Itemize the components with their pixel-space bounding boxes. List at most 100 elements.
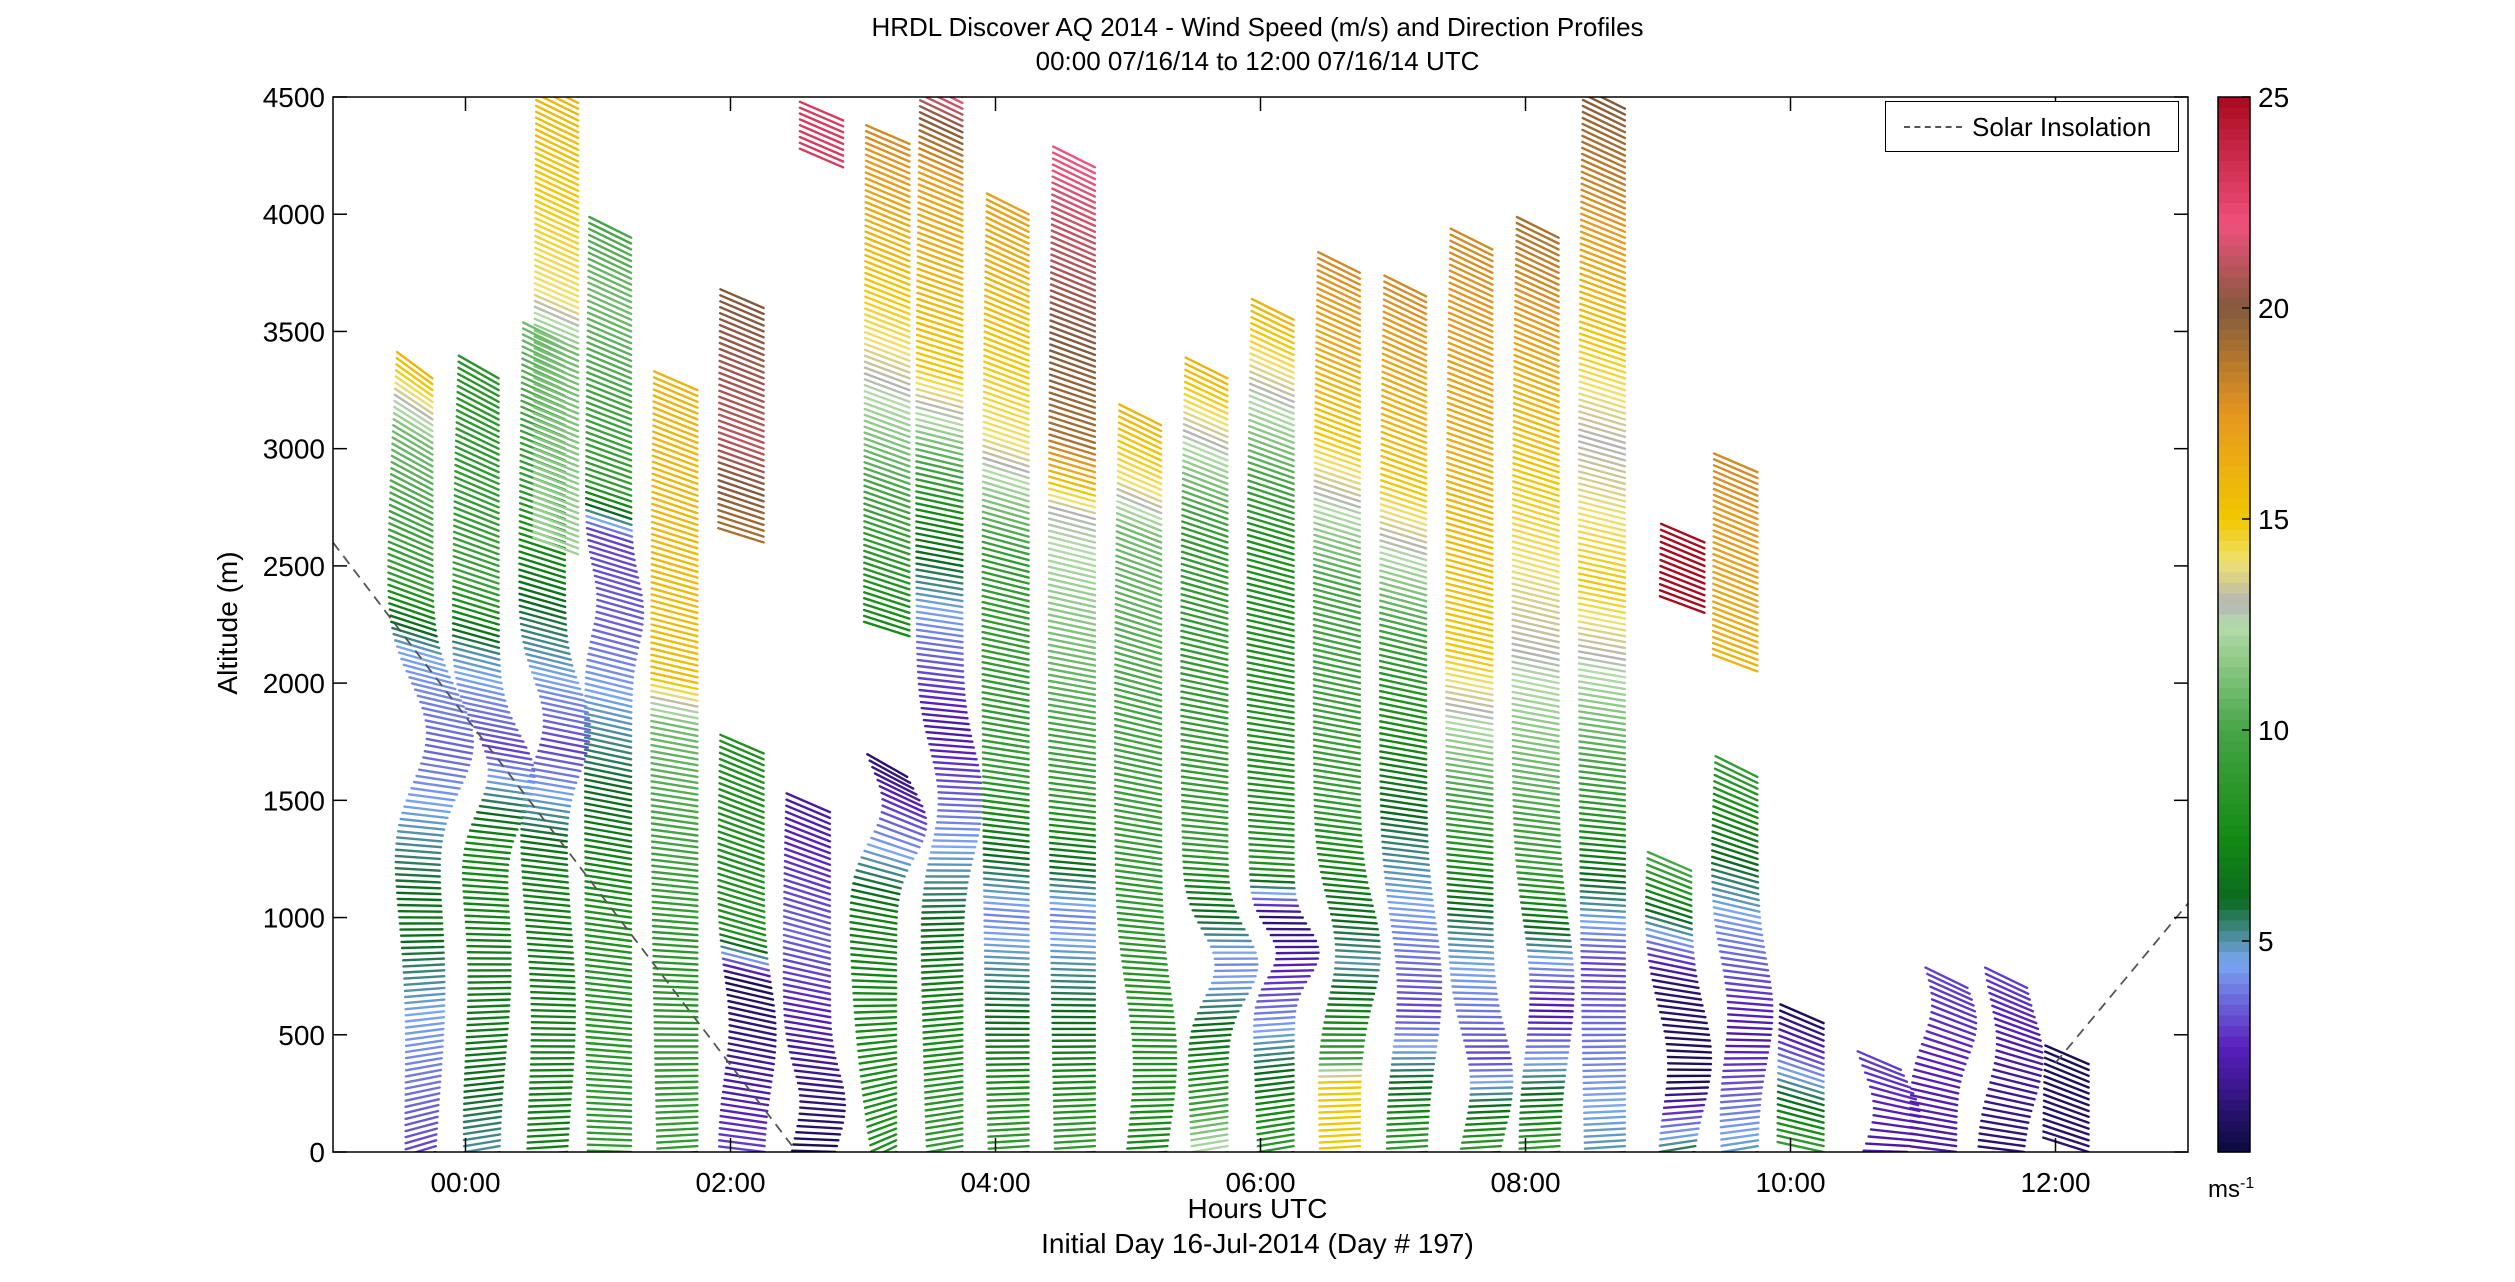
colorbar-segment xyxy=(2218,888,2250,900)
wind-barb xyxy=(2043,1050,2090,1072)
wind-barb xyxy=(1719,1127,1760,1135)
wind-barb xyxy=(1514,269,1560,292)
wind-barb xyxy=(923,1074,964,1082)
wind-barb xyxy=(1712,786,1759,808)
wind-barb xyxy=(1383,864,1431,872)
wind-barb xyxy=(920,922,965,926)
wind-barb xyxy=(783,1014,832,1025)
wind-barb xyxy=(462,1139,502,1148)
wind-barb xyxy=(1189,1115,1229,1124)
wind-barb xyxy=(1313,804,1362,814)
wind-barb xyxy=(863,549,911,568)
wind-barb xyxy=(864,248,911,269)
wind-barb xyxy=(1513,829,1561,837)
wind-barb xyxy=(915,417,964,433)
wind-barb xyxy=(1511,660,1560,673)
wind-barb xyxy=(857,862,906,878)
wind-barb xyxy=(1445,546,1494,562)
wind-barb xyxy=(585,1035,633,1042)
wind-barb xyxy=(1316,852,1365,861)
wind-barb xyxy=(915,544,964,556)
wind-barb xyxy=(522,894,571,902)
wind-barb xyxy=(920,939,964,944)
wind-barb xyxy=(1051,181,1097,204)
wind-barb xyxy=(404,1127,438,1139)
wind-barb xyxy=(1578,308,1627,327)
wind-barb xyxy=(473,817,522,825)
wind-barb xyxy=(1313,780,1362,790)
wind-barb xyxy=(524,918,572,925)
wind-barb xyxy=(400,657,449,673)
wind-barb xyxy=(1047,619,1097,632)
wind-barb xyxy=(1248,418,1295,439)
wind-barb xyxy=(1314,407,1362,427)
wind-barb xyxy=(1187,1051,1230,1057)
wind-barb xyxy=(982,456,1030,474)
wind-barb xyxy=(457,366,500,392)
wind-barb xyxy=(920,916,965,920)
wind-barb xyxy=(1115,518,1163,538)
colorbar-segment xyxy=(2218,603,2250,615)
wind-barb xyxy=(1379,479,1428,497)
wind-barb xyxy=(1180,629,1229,644)
wind-barb xyxy=(1049,307,1097,327)
wind-barb xyxy=(1445,829,1494,837)
wind-barb xyxy=(1514,299,1560,321)
wind-barb xyxy=(1645,889,1693,907)
wind-barb xyxy=(1512,811,1561,820)
wind-barb xyxy=(984,270,1030,292)
wind-barb xyxy=(583,772,633,784)
wind-barb xyxy=(985,1074,1030,1078)
wind-barb xyxy=(451,628,500,644)
wind-barb xyxy=(1870,1092,1920,1107)
wind-barb xyxy=(1511,558,1560,573)
wind-barb xyxy=(1710,855,1759,872)
wind-barb xyxy=(1210,980,1255,985)
wind-barb xyxy=(400,945,445,950)
wind-barb xyxy=(1916,1055,1965,1072)
wind-barb xyxy=(920,963,964,968)
wind-barb xyxy=(403,986,446,993)
wind-barb xyxy=(1577,572,1627,585)
wind-barb xyxy=(652,382,699,403)
wind-barb xyxy=(1312,599,1362,614)
wind-barb xyxy=(982,847,1030,855)
colorbar-segment xyxy=(2218,350,2250,362)
wind-barb xyxy=(717,419,765,439)
wind-barb xyxy=(1863,1071,1912,1089)
wind-barb xyxy=(1387,1098,1432,1102)
wind-barb xyxy=(650,677,699,691)
wind-barb xyxy=(534,181,580,204)
wind-barb xyxy=(1659,558,1706,579)
wind-barb xyxy=(1577,482,1627,497)
wind-barb xyxy=(1720,1086,1764,1091)
wind-barb xyxy=(1445,534,1494,550)
wind-barb xyxy=(584,898,633,907)
wind-barb xyxy=(583,730,633,743)
wind-barb xyxy=(422,756,471,767)
wind-barb xyxy=(1578,410,1627,427)
wind-barb xyxy=(983,360,1030,380)
wind-barb xyxy=(532,536,580,556)
wind-barb xyxy=(651,508,699,527)
colorbar-unit-exponent: -1 xyxy=(2240,1175,2255,1192)
wind-barb xyxy=(1051,193,1097,216)
wind-barb xyxy=(1446,437,1494,456)
wind-barb xyxy=(585,1083,633,1089)
wind-barb xyxy=(387,552,434,573)
wind-barb xyxy=(1581,104,1627,128)
wind-barb xyxy=(1050,1003,1097,1007)
wind-barb xyxy=(1248,855,1295,861)
wind-barb xyxy=(533,376,580,398)
wind-barb xyxy=(1395,961,1442,966)
wind-barb xyxy=(1180,684,1229,696)
wind-barb xyxy=(1711,880,1760,896)
wind-barb xyxy=(915,333,964,351)
wind-barb xyxy=(1661,1115,1703,1122)
wind-barb xyxy=(916,279,964,298)
wind-barb xyxy=(1312,642,1362,655)
wind-barb xyxy=(395,357,434,386)
wind-barb xyxy=(1776,1096,1825,1113)
wind-barb xyxy=(1378,720,1428,732)
wind-barb xyxy=(1378,726,1428,738)
